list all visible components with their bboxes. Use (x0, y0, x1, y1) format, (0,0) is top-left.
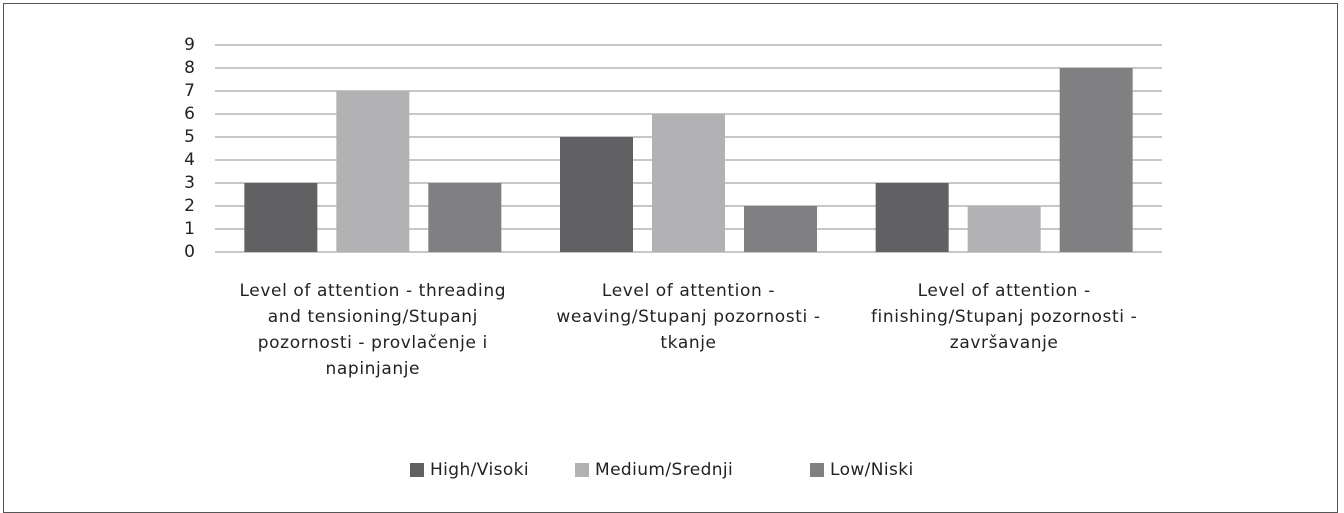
y-tick-label: 6 (184, 104, 195, 124)
bar (244, 183, 318, 252)
y-tick-label: 0 (184, 242, 195, 262)
legend-label: Medium/Srednji (595, 460, 734, 480)
x-tick-label: Level of attention - weaving/Stupanj poz… (556, 281, 821, 353)
y-tick-label: 1 (184, 219, 195, 239)
legend-item: Medium/Srednji (575, 460, 733, 480)
y-tick-label: 4 (184, 150, 195, 170)
x-tick-label: Level of attention - finishing/Stupanj p… (870, 281, 1138, 353)
y-tick-label: 3 (184, 173, 195, 193)
x-tick-label: Level of attention - threading and tensi… (239, 281, 507, 379)
legend-item: Low/Niski (810, 460, 914, 480)
legend-label: High/Visoki (430, 460, 530, 480)
legend-item: High/Visoki (410, 460, 529, 480)
y-tick-label: 2 (184, 196, 195, 216)
bar (1059, 68, 1133, 252)
legend-swatch (810, 463, 824, 477)
legend-swatch (410, 463, 424, 477)
bar (652, 114, 725, 252)
bar (875, 183, 949, 252)
bar (744, 206, 817, 252)
y-tick-label: 8 (184, 58, 195, 78)
bar (336, 91, 410, 252)
bar (967, 206, 1041, 252)
legend-label: Low/Niski (830, 460, 914, 480)
legend-swatch (575, 463, 589, 477)
bar (428, 183, 502, 252)
y-tick-label: 5 (184, 127, 195, 147)
bar (560, 137, 633, 252)
y-tick-label: 7 (184, 81, 195, 101)
y-tick-label: 9 (184, 35, 195, 55)
